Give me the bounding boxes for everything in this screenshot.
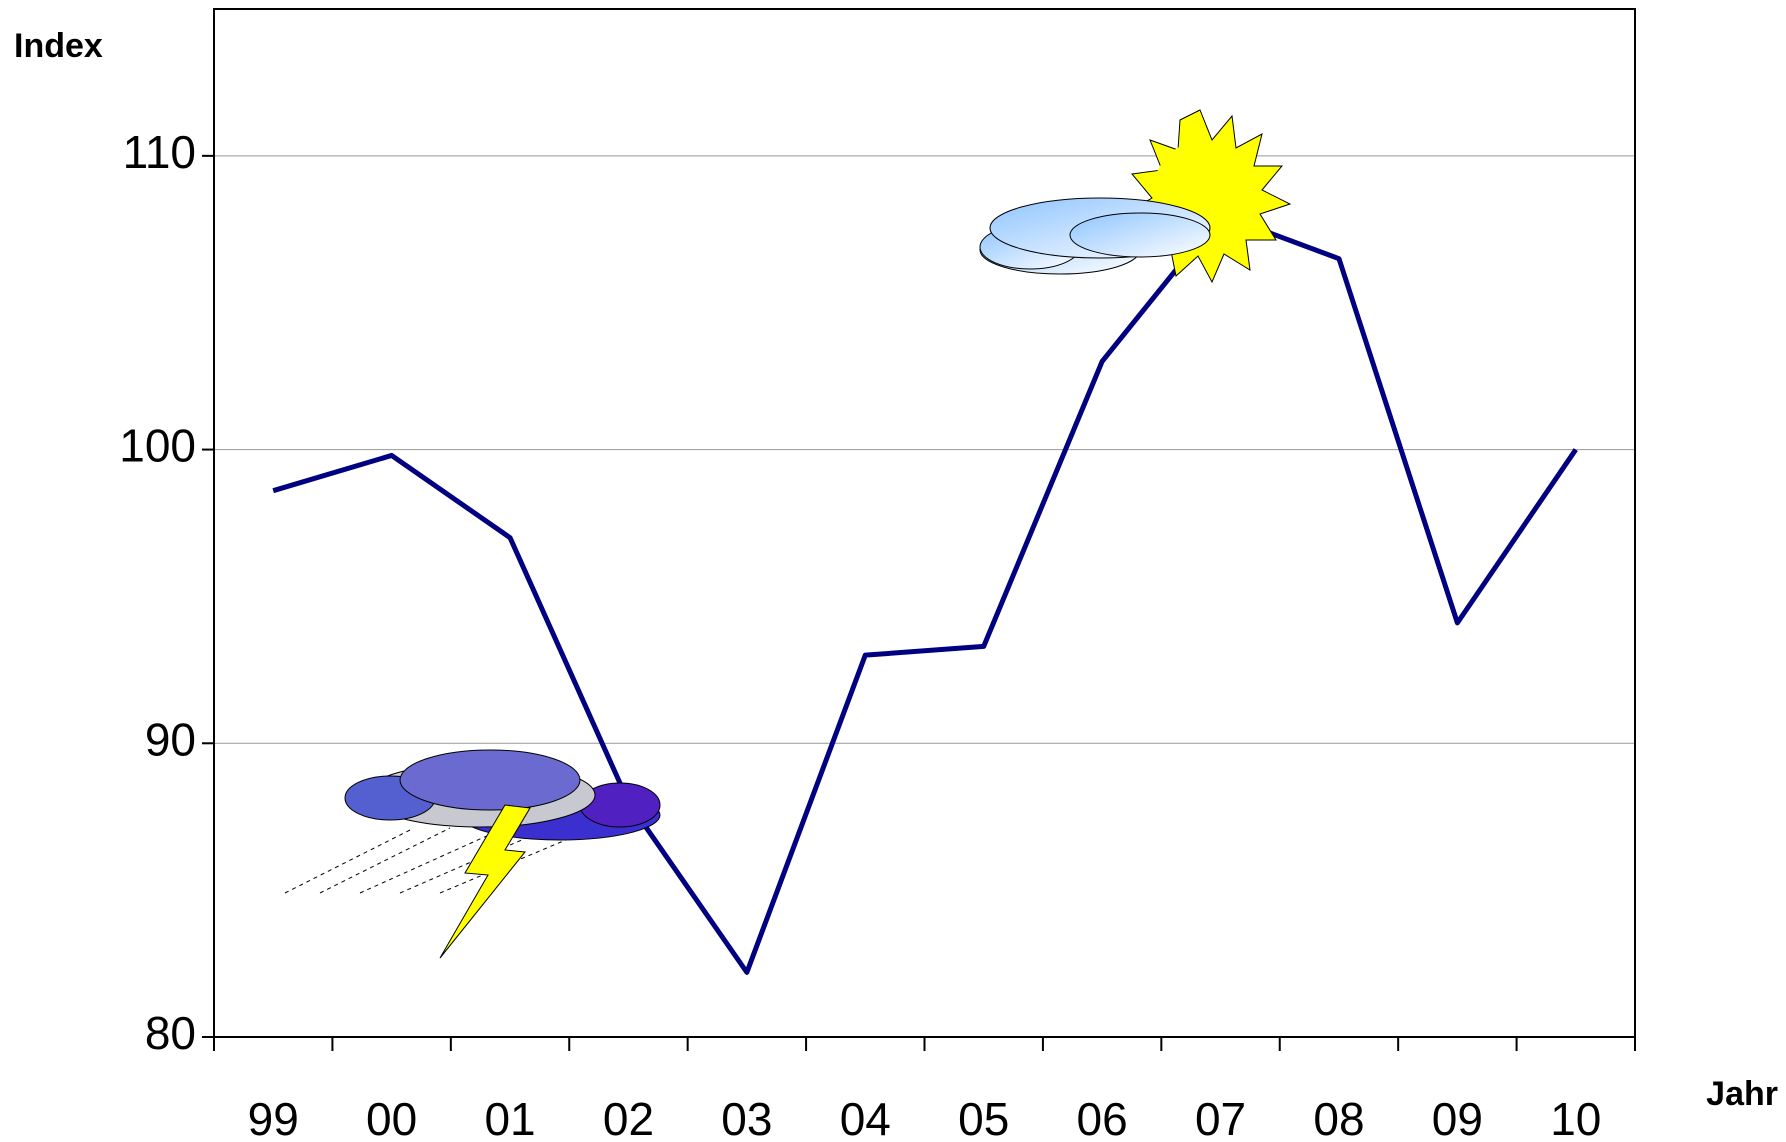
x-axis-title: Jahr [1706, 1075, 1778, 1113]
x-tick-label: 00 [366, 1093, 417, 1142]
sun-icon [979, 109, 1292, 284]
y-axis-title: Index [14, 27, 103, 65]
x-tick-label: 06 [1077, 1093, 1128, 1142]
x-tick-label: 07 [1195, 1093, 1246, 1142]
x-tick-label: 99 [248, 1093, 299, 1142]
x-tick-label: 02 [603, 1093, 654, 1142]
storm-icon [284, 749, 661, 959]
x-tick-label: 05 [958, 1093, 1009, 1142]
x-tick-label: 01 [484, 1093, 535, 1142]
y-tick-label: 80 [145, 1007, 196, 1059]
x-tick-label: 04 [840, 1093, 891, 1142]
y-tick-label: 100 [119, 420, 196, 472]
y-tick-label: 90 [145, 713, 196, 765]
y-tick-label: 110 [123, 126, 196, 178]
x-tick-label: 10 [1550, 1093, 1601, 1142]
x-tick-label: 09 [1432, 1093, 1483, 1142]
x-tick-label: 03 [721, 1093, 772, 1142]
plot [272, 212, 1578, 975]
axes: 80 90 100 110 99 00 01 02 03 04 05 06 07 08 09 10 [119, 8, 1636, 1142]
x-tick-label: 08 [1313, 1093, 1364, 1142]
line-series [272, 212, 1578, 975]
